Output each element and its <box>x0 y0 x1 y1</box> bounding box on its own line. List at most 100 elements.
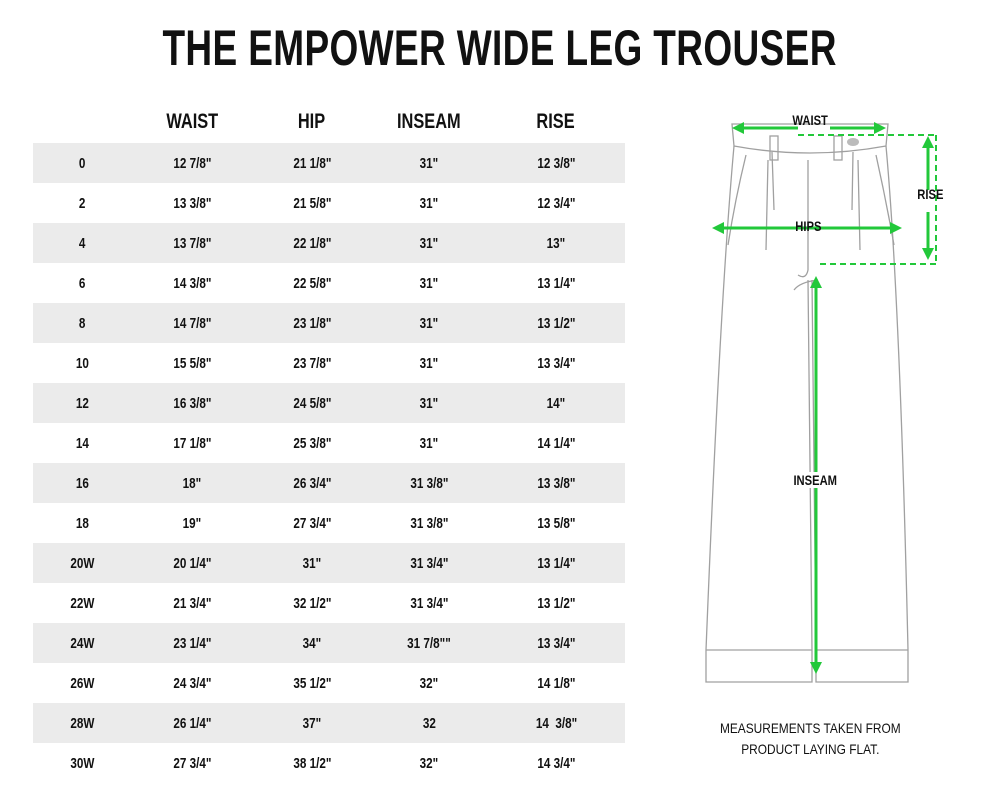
table-row: 8 14 7/8" 23 1/8" 31" 13 1/2" <box>33 303 625 343</box>
cell-size: 2 <box>78 194 86 212</box>
cell-inseam: 31 3/8" <box>409 514 449 532</box>
table-row: 6 14 3/8" 22 5/8" 31" 13 1/4" <box>33 263 625 303</box>
cell-size: 14 <box>75 434 89 452</box>
cell-size: 10 <box>75 354 89 372</box>
cell-waist: 21 3/4" <box>172 594 212 612</box>
cell-size: 12 <box>75 394 89 412</box>
cell-inseam: 31" <box>419 154 439 172</box>
header-waist: WAIST <box>166 109 218 133</box>
cell-inseam: 31 3/8" <box>409 474 449 492</box>
cell-waist: 14 3/8" <box>172 274 212 292</box>
cell-rise: 13 3/8" <box>536 474 576 492</box>
cell-waist: 20 1/4" <box>172 554 212 572</box>
cell-rise: 13 5/8" <box>536 514 576 532</box>
cell-size: 26W <box>69 674 95 692</box>
cell-size: 22W <box>69 594 95 612</box>
table-row: 2 13 3/8" 21 5/8" 31" 12 3/4" <box>33 183 625 223</box>
cell-rise: 13 1/2" <box>536 594 576 612</box>
cell-hip: 21 1/8" <box>292 154 332 172</box>
cell-rise: 13 1/4" <box>536 274 576 292</box>
table-row: 4 13 7/8" 22 1/8" 31" 13" <box>33 223 625 263</box>
cell-inseam: 31 3/4" <box>409 594 449 612</box>
cell-inseam: 32" <box>419 674 439 692</box>
cell-size: 6 <box>78 274 86 292</box>
table-row: 24W 23 1/4" 34" 31 7/8"" 13 3/4" <box>33 623 625 663</box>
table-row: 0 12 7/8" 21 1/8" 31" 12 3/8" <box>33 143 625 183</box>
cell-waist: 18" <box>182 474 202 492</box>
cell-inseam: 31" <box>419 234 439 252</box>
table-row: 12 16 3/8" 24 5/8" 31" 14" <box>33 383 625 423</box>
cell-inseam: 32 <box>422 714 436 732</box>
cell-size: 20W <box>69 554 95 572</box>
cell-size: 16 <box>75 474 89 492</box>
waist-label: WAIST <box>792 112 828 128</box>
cell-waist: 15 5/8" <box>172 354 212 372</box>
cell-waist: 13 7/8" <box>172 234 212 252</box>
cell-hip: 23 7/8" <box>292 354 332 372</box>
cell-waist: 14 7/8" <box>172 314 212 332</box>
table-row: 26W 24 3/4" 35 1/2" 32" 14 1/8" <box>33 663 625 703</box>
cell-waist: 27 3/4" <box>172 754 212 772</box>
cell-hip: 34" <box>302 634 322 652</box>
cell-rise: 12 3/8" <box>536 154 576 172</box>
trouser-diagram: WAIST HIPS RISE INSEAM <box>690 100 980 700</box>
cell-hip: 23 1/8" <box>292 314 332 332</box>
table-row: 18 19" 27 3/4" 31 3/8" 13 5/8" <box>33 503 625 543</box>
cell-inseam: 31 7/8"" <box>407 634 451 652</box>
cell-inseam: 31" <box>419 394 439 412</box>
header-rise: RISE <box>536 109 576 133</box>
cell-inseam: 31" <box>419 434 439 452</box>
cell-rise: 14 1/8" <box>536 674 576 692</box>
cell-inseam: 31" <box>419 314 439 332</box>
cell-rise: 13 1/4" <box>536 554 576 572</box>
table-row: 22W 21 3/4" 32 1/2" 31 3/4" 13 1/2" <box>33 583 625 623</box>
cell-rise: 14 3/4" <box>536 754 576 772</box>
measurement-note: MEASUREMENTS TAKEN FROM PRODUCT LAYING F… <box>719 720 901 757</box>
cell-hip: 35 1/2" <box>292 674 332 692</box>
table-row: 14 17 1/8" 25 3/8" 31" 14 1/4" <box>33 423 625 463</box>
cell-inseam: 31" <box>419 194 439 212</box>
cell-size: 4 <box>78 234 86 252</box>
header-size <box>22 100 142 143</box>
cell-rise: 13 3/4" <box>536 354 576 372</box>
cell-size: 18 <box>75 514 89 532</box>
cell-inseam: 31" <box>419 354 439 372</box>
cell-hip: 31" <box>302 554 322 572</box>
rise-label: RISE <box>917 186 944 202</box>
cell-hip: 32 1/2" <box>292 594 332 612</box>
cell-waist: 24 3/4" <box>172 674 212 692</box>
table-row: 20W 20 1/4" 31" 31 3/4" 13 1/4" <box>33 543 625 583</box>
inseam-label: INSEAM <box>788 472 843 488</box>
cell-waist: 23 1/4" <box>172 634 212 652</box>
cell-waist: 16 3/8" <box>172 394 212 412</box>
hips-label: HIPS <box>795 218 822 234</box>
cell-hip: 22 5/8" <box>292 274 332 292</box>
cell-rise: 14 3/8" <box>535 714 577 732</box>
cell-waist: 17 1/8" <box>172 434 212 452</box>
table-row: 10 15 5/8" 23 7/8" 31" 13 3/4" <box>33 343 625 383</box>
cell-hip: 37" <box>302 714 322 732</box>
cell-hip: 24 5/8" <box>292 394 332 412</box>
cell-rise: 13" <box>546 234 566 252</box>
cell-rise: 14 1/4" <box>536 434 576 452</box>
cell-size: 0 <box>78 154 86 172</box>
cell-rise: 13 3/4" <box>536 634 576 652</box>
cell-waist: 19" <box>182 514 202 532</box>
table-row: 28W 26 1/4" 37" 32 14 3/8" <box>33 703 625 743</box>
table-row: 30W 27 3/4" 38 1/2" 32" 14 3/4" <box>33 743 625 783</box>
cell-hip: 25 3/8" <box>292 434 332 452</box>
cell-size: 30W <box>69 754 95 772</box>
cell-hip: 21 5/8" <box>292 194 332 212</box>
cell-rise: 14" <box>546 394 566 412</box>
cell-hip: 26 3/4" <box>292 474 332 492</box>
table-header-row: WAIST HIP INSEAM RISE <box>33 100 625 143</box>
cell-inseam: 31" <box>419 274 439 292</box>
page-title: THE EMPOWER WIDE LEG TROUSER <box>162 20 838 76</box>
header-inseam: INSEAM <box>397 109 461 133</box>
cell-rise: 13 1/2" <box>536 314 576 332</box>
cell-size: 8 <box>78 314 86 332</box>
cell-hip: 38 1/2" <box>292 754 332 772</box>
cell-size: 24W <box>69 634 95 652</box>
cell-rise: 12 3/4" <box>536 194 576 212</box>
cell-inseam: 32" <box>419 754 439 772</box>
